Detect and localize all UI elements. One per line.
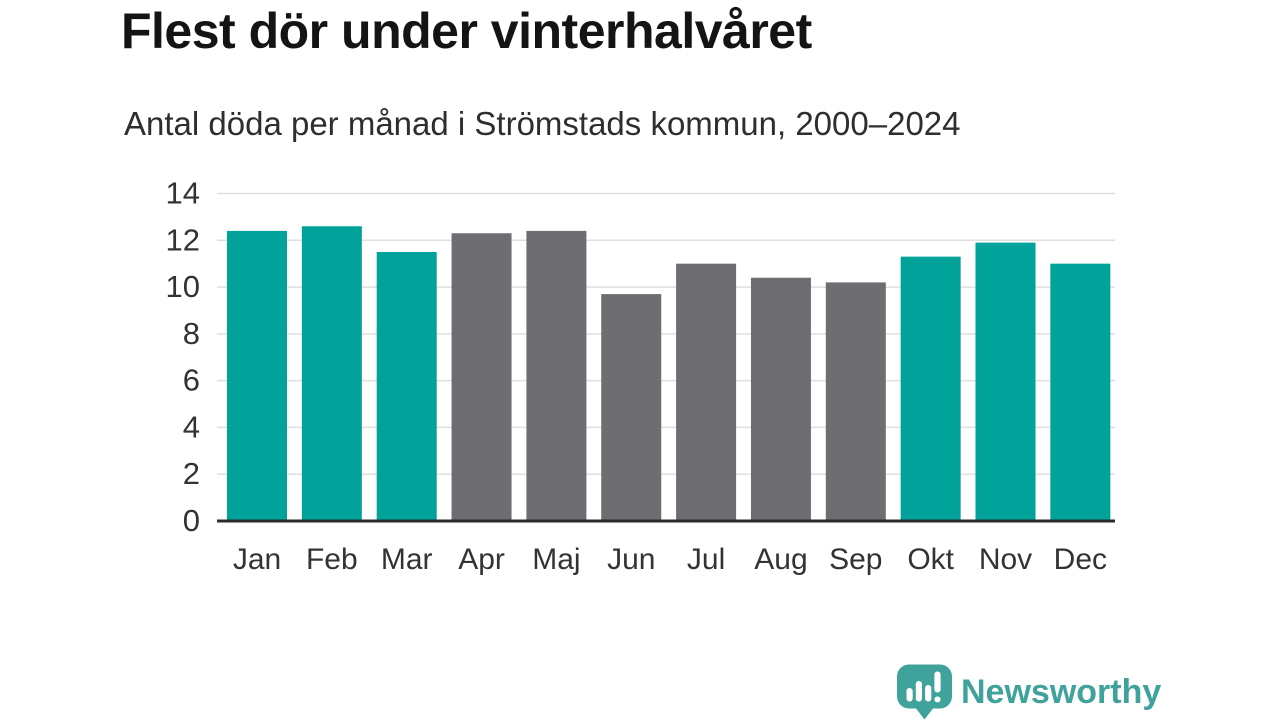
- chart-title: Flest dör under vinterhalvåret: [121, 3, 812, 59]
- x-tick-label-jul: Jul: [687, 543, 725, 576]
- y-tick-label-0: 0: [183, 503, 200, 538]
- bar-okt: [900, 256, 961, 521]
- y-tick-label-10: 10: [166, 269, 200, 304]
- bar-feb: [301, 226, 362, 521]
- x-tick-label-aug: Aug: [754, 543, 807, 576]
- x-tick-label-apr: Apr: [458, 543, 505, 576]
- bar-maj: [526, 230, 587, 521]
- bar-mar: [376, 251, 437, 521]
- x-tick-label-jun: Jun: [607, 543, 655, 576]
- bar-apr: [451, 233, 512, 521]
- bar-dec: [1050, 263, 1111, 521]
- y-tick-label-12: 12: [166, 222, 200, 257]
- bar-jul: [676, 263, 737, 521]
- bar-sep: [825, 282, 886, 521]
- y-tick-label-14: 14: [166, 176, 200, 211]
- x-tick-label-mar: Mar: [381, 543, 433, 576]
- x-tick-label-feb: Feb: [306, 543, 358, 576]
- chart-subtitle: Antal döda per månad i Strömstads kommun…: [124, 105, 961, 142]
- x-tick-label-okt: Okt: [907, 543, 954, 576]
- y-tick-label-8: 8: [183, 316, 200, 351]
- x-tick-label-dec: Dec: [1054, 543, 1107, 576]
- x-tick-label-sep: Sep: [829, 543, 882, 576]
- bar-aug: [750, 277, 811, 521]
- y-tick-label-2: 2: [183, 456, 200, 491]
- x-tick-label-maj: Maj: [532, 543, 580, 576]
- x-tick-label-nov: Nov: [979, 543, 1032, 576]
- y-tick-label-4: 4: [183, 409, 200, 444]
- bar-jun: [601, 294, 662, 521]
- bar-jan: [227, 230, 287, 521]
- x-tick-label-jan: Jan: [233, 543, 281, 576]
- brand-footer: Newsworthy: [896, 664, 1161, 720]
- y-tick-label-6: 6: [183, 363, 200, 398]
- bar-nov: [975, 242, 1036, 521]
- brand-name: Newsworthy: [961, 672, 1162, 711]
- newsworthy-logo-icon: [897, 664, 952, 720]
